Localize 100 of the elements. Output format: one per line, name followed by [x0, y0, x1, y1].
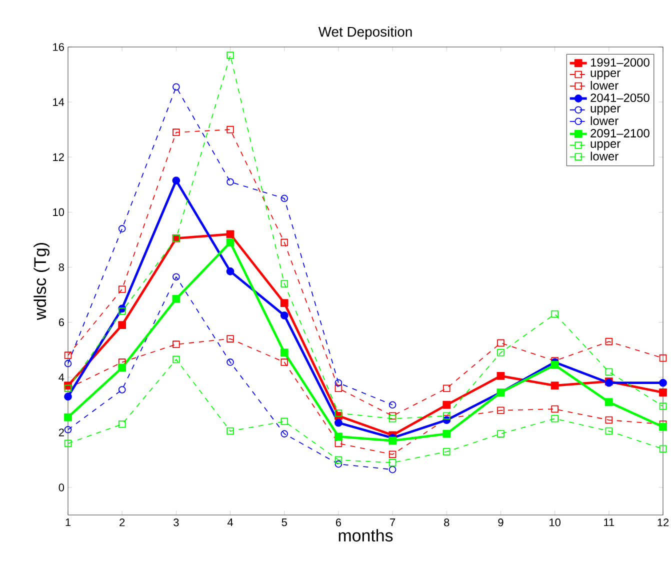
point [388, 436, 396, 445]
point [388, 450, 396, 458]
point [551, 414, 558, 422]
point [226, 178, 234, 186]
point [659, 378, 667, 387]
point [388, 459, 396, 466]
x-tick-label: 5 [282, 518, 287, 526]
y-tick-label: 8 [58, 263, 64, 272]
point [442, 430, 451, 438]
point [118, 321, 126, 329]
legend-label: upper [590, 70, 620, 80]
point [334, 409, 342, 417]
x-tick-label: 1 [66, 518, 71, 526]
point [659, 388, 667, 396]
point [172, 128, 180, 136]
y-tick-label: 12 [53, 153, 64, 161]
point [550, 382, 559, 390]
point [659, 354, 667, 362]
y-tick-label: 14 [53, 98, 64, 106]
x-tick-label: 9 [498, 518, 504, 526]
point [280, 280, 288, 288]
point [280, 418, 288, 426]
point [226, 358, 234, 366]
point [172, 83, 180, 91]
point [659, 422, 667, 431]
point [226, 126, 234, 134]
point [334, 432, 342, 440]
point [280, 311, 288, 320]
point [226, 267, 234, 276]
point [551, 310, 558, 318]
point [280, 299, 288, 307]
chart-title: Wet Deposition [318, 26, 412, 40]
point [172, 273, 180, 281]
point [64, 440, 72, 448]
point [497, 339, 504, 347]
point [659, 402, 667, 410]
y-tick-label: 10 [53, 208, 64, 216]
x-axis-title: months [338, 529, 393, 542]
point [605, 338, 613, 346]
y-tick-label: 2 [58, 428, 64, 436]
point [226, 238, 234, 246]
x-tick-label: 11 [604, 518, 614, 526]
point [64, 360, 72, 368]
legend-label: 1991–2000 [590, 58, 650, 67]
point [226, 230, 234, 238]
point [442, 384, 450, 392]
point [118, 364, 126, 372]
point [226, 335, 234, 342]
point [334, 384, 342, 392]
legend-label: 2041–2050 [590, 94, 650, 102]
y-tick-label: 4 [58, 374, 64, 382]
x-tick-label: 12 [658, 518, 669, 526]
point [118, 386, 126, 394]
point [334, 379, 342, 387]
point [172, 340, 180, 348]
point [496, 372, 505, 380]
point [605, 368, 613, 376]
point [442, 412, 450, 420]
point [226, 52, 234, 59]
point [604, 398, 613, 406]
point [497, 430, 504, 438]
point [280, 348, 288, 357]
point [172, 176, 180, 184]
point [497, 406, 504, 414]
point [226, 427, 234, 435]
point [442, 400, 451, 409]
point [280, 430, 288, 438]
point [118, 225, 126, 232]
point [388, 414, 396, 422]
x-tick-label: 8 [444, 518, 450, 526]
legend-label: upper [590, 106, 620, 115]
legend-label: 2091–2100 [590, 128, 650, 138]
legend-label: lower [590, 116, 618, 126]
point [172, 294, 180, 303]
point [64, 352, 72, 359]
point [334, 456, 342, 464]
point [442, 448, 450, 456]
legend-label: lower [590, 80, 618, 90]
point [64, 413, 72, 422]
point [118, 420, 126, 428]
x-tick-label: 2 [120, 518, 125, 526]
point [605, 427, 613, 435]
x-tick-label: 4 [227, 518, 233, 526]
point [334, 440, 342, 448]
point [334, 418, 342, 427]
y-tick-label: 6 [58, 318, 64, 326]
legend-label: upper [590, 141, 620, 150]
point [118, 358, 126, 366]
point [280, 358, 288, 366]
point [64, 426, 72, 434]
y-tick-label: 0 [58, 484, 64, 492]
point [172, 356, 180, 364]
point [118, 308, 126, 315]
point [550, 361, 559, 369]
point [118, 286, 126, 293]
point [605, 416, 613, 424]
point [497, 348, 504, 356]
x-tick-label: 10 [550, 518, 560, 526]
point [280, 194, 288, 202]
point [388, 401, 396, 409]
